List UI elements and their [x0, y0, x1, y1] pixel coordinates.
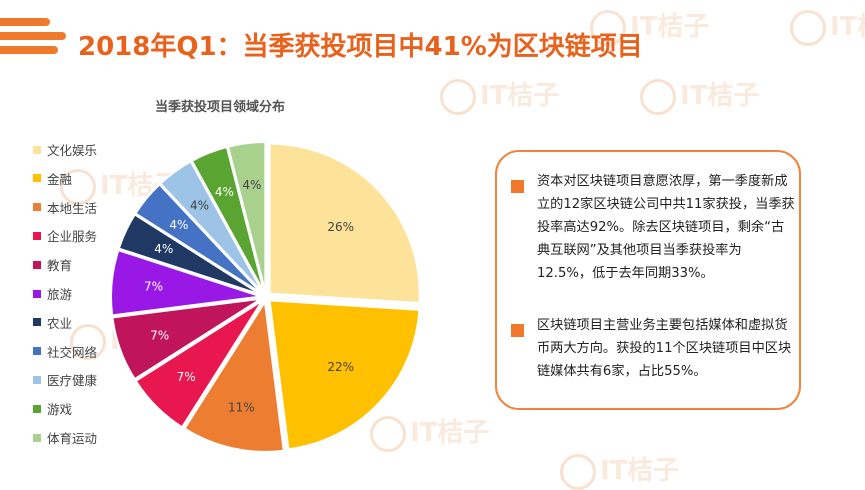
legend-item: 体育运动: [33, 428, 97, 446]
slice-data-label: 4%: [190, 199, 209, 213]
legend-item: 社交网络: [33, 342, 97, 360]
pie-slice: [190, 145, 266, 293]
legend-item: 游戏: [33, 399, 72, 417]
watermark: IT桔子: [590, 6, 709, 46]
legend-label: 体育运动: [47, 431, 98, 446]
legend-label: 金融: [47, 171, 73, 187]
legend-item: 文化娱乐: [33, 140, 97, 158]
slice-data-label: 7%: [150, 328, 169, 342]
pie-slice: [117, 213, 263, 296]
legend-item: 医疗健康: [33, 370, 97, 388]
legend-swatch: [33, 231, 41, 240]
slice-data-label: 11%: [228, 400, 255, 414]
watermark: IT桔子: [560, 450, 679, 490]
pie-slice: [183, 298, 285, 453]
legend-item: 农业: [33, 313, 72, 331]
watermark: IT桔子: [790, 6, 865, 46]
pie-slice: [226, 141, 267, 293]
legend-swatch: [33, 347, 41, 356]
pie-slice: [110, 248, 262, 317]
legend-swatch: [33, 289, 41, 298]
info-paragraph: 资本对区块链项目意愿浓厚，第一季度新成立的12家区块链公司中共11家获投，当季获…: [537, 174, 795, 281]
slice-data-label: 4%: [169, 218, 188, 232]
legend-swatch: [33, 203, 41, 212]
legend-swatch: [33, 375, 41, 384]
pie-slice: [268, 142, 421, 305]
legend-label: 社交网络: [47, 344, 98, 360]
legend-swatch: [33, 318, 41, 327]
pie-slice: [158, 160, 264, 294]
watermark: IT桔子: [440, 75, 559, 115]
legend-label: 教育: [47, 258, 73, 274]
legend-label: 旅游: [47, 287, 73, 302]
legend-swatch: [33, 260, 41, 269]
watermark: IT桔子: [370, 412, 489, 452]
legend-swatch: [33, 404, 41, 413]
legend-swatch: [33, 433, 41, 442]
info-paragraph: 区块链项目主营业务主要包括媒体和虚拟货币两大方向。获投的11个区块链项目中区块链…: [537, 318, 792, 379]
legend-item: 旅游: [33, 284, 72, 302]
pie-slice: [111, 297, 262, 381]
bullet-icon: [511, 180, 524, 193]
legend-item: 教育: [33, 255, 72, 273]
legend-label: 游戏: [47, 402, 73, 418]
page-title: 2018年Q1：当季获投项目中41%为区块链项目: [78, 32, 643, 62]
legend-item: 企业服务: [33, 226, 97, 244]
pie-slice: [134, 299, 264, 429]
legend-label: 医疗健康: [47, 373, 98, 389]
slice-data-label: 4%: [215, 185, 234, 199]
legend-label: 农业: [47, 315, 73, 331]
chart-title: 当季获投项目领域分布: [155, 100, 286, 115]
info-box: 资本对区块链项目意愿浓厚，第一季度新成立的12家区块链公司中共11家获投，当季获…: [495, 150, 801, 410]
legend-swatch: [33, 145, 41, 154]
watermark: IT桔子: [640, 75, 759, 115]
slice-data-label: 7%: [144, 279, 163, 293]
legend-label: 企业服务: [47, 229, 98, 245]
legend-item: 本地生活: [33, 198, 97, 216]
legend-label: 本地生活: [47, 200, 98, 216]
legend-swatch: [33, 174, 41, 183]
legend-label: 文化娱乐: [47, 143, 98, 158]
bullet-icon: [511, 324, 524, 337]
slice-data-label: 7%: [177, 370, 196, 384]
slice-data-label: 26%: [327, 220, 354, 234]
pie-slice: [268, 299, 421, 451]
pie-slice: [134, 183, 263, 295]
legend-item: 金融: [33, 169, 72, 187]
slice-data-label: 4%: [154, 242, 173, 256]
slice-data-label: 4%: [242, 178, 261, 192]
slice-data-label: 22%: [327, 360, 354, 374]
